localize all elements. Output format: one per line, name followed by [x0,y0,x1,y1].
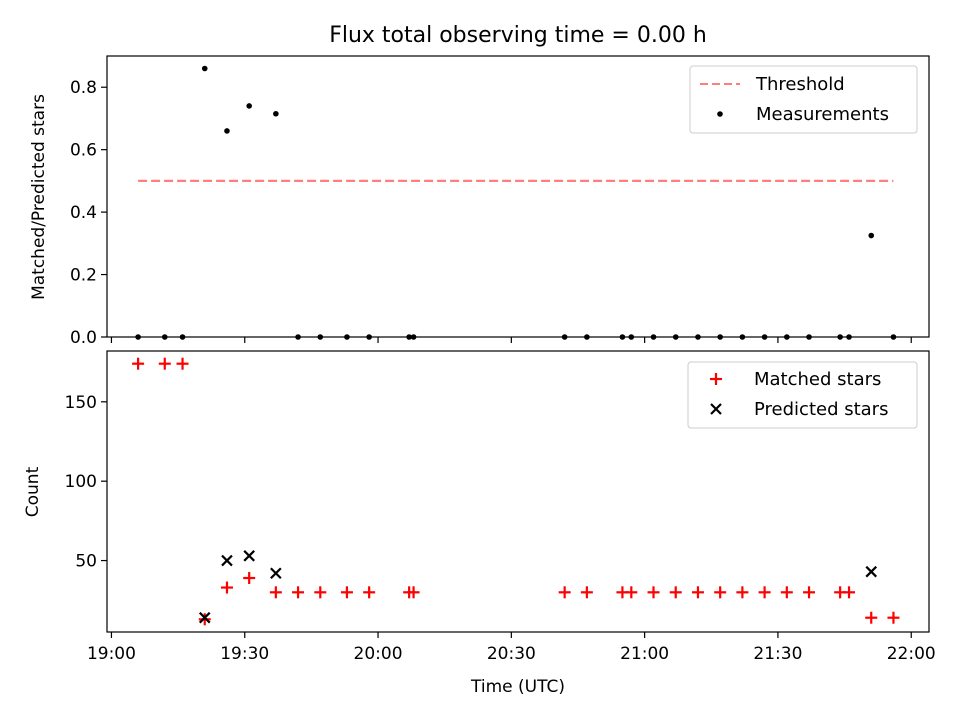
matched-legend-label: Matched stars [754,369,881,390]
top-y-tick-label: 0.2 [70,266,97,286]
matched-star-point [407,586,420,599]
measurement-point [868,232,875,239]
bottom-y-tick-label: 100 [65,472,97,492]
matched-star-point [243,572,256,585]
bottom-legend: Matched stars Predicted stars [687,361,918,429]
matched-star-point [647,586,660,599]
chart-title: Flux total observing time = 0.00 h [329,23,707,48]
matched-star-point [758,586,771,599]
top-y-tick-label: 0.8 [70,78,97,98]
matched-star-point [714,586,727,599]
matched-star-point [843,586,856,599]
matched-star-point [363,586,376,599]
predicted-star-point [221,554,233,567]
measurements-legend-label: Measurements [756,104,889,125]
top-legend: Threshold Measurements [689,65,918,134]
bottom-plot-frame [106,350,930,633]
matched-star-point [691,586,704,599]
x-tick-label: 22:00 [887,644,936,664]
matched-star-point [220,581,233,594]
predicted-star-point [243,550,255,562]
predicted-legend-label: Predicted stars [754,399,888,420]
matched-star-point [132,357,145,370]
x-tick-label: 19:30 [220,644,269,664]
top-y-axis-label: Matched/Predicted stars [29,94,49,300]
measurement-point [201,65,208,72]
matched-star-point [340,586,353,599]
matched-star-point [269,586,282,599]
matched-star-point [176,357,189,370]
top-y-tick-label: 0.0 [70,328,97,348]
top-y-tick-label: 0.4 [70,203,97,223]
top-plot-frame [106,55,930,338]
x-tick-label: 20:30 [487,644,536,664]
bottom-y-tick-label: 50 [75,552,97,572]
matched-star-point [736,586,749,599]
measurement-point [273,110,279,117]
matched-star-point [558,586,571,599]
bottom-y-tick-label: 150 [65,393,97,413]
x-tick-label: 21:00 [620,644,669,664]
matched-star-point [887,611,900,624]
bottom-panel: 50 100 150 19:00 19:30 20:00 20:30 21:00 21:30 2… [23,350,936,697]
x-tick-label: 21:30 [753,644,802,664]
top-panel: 0.00.20.40.60.8 Matched/Predicted stars … [29,55,930,348]
matched-star-point [292,586,305,599]
matched-star-point [865,611,878,624]
matched-legend-swatch [710,373,722,385]
measurements-legend-swatch [717,111,723,117]
bottom-y-axis-label: Count [23,466,43,517]
x-tick-label: 19:00 [87,644,136,664]
predicted-star-point [270,567,282,580]
top-legend-box [689,65,918,134]
measurement-point [224,128,230,134]
matched-star-point [625,586,638,599]
bottom-legend-box [687,361,918,429]
matched-star-point [314,586,327,599]
matched-star-point [780,586,793,599]
matched-star-point [669,586,682,599]
threshold-legend-label: Threshold [755,74,845,95]
x-axis-label: Time (UTC) [470,677,565,697]
predicted-star-point [865,565,878,578]
predicted-star-point [198,611,211,624]
matched-star-point [158,357,171,370]
matched-star-point [580,586,593,599]
predicted-legend-swatch [710,403,722,415]
matched-star-point [198,613,211,626]
top-y-tick-label: 0.6 [70,141,97,161]
x-tick-label: 20:00 [354,644,403,664]
matched-star-point [803,586,816,599]
measurement-point [246,103,252,109]
